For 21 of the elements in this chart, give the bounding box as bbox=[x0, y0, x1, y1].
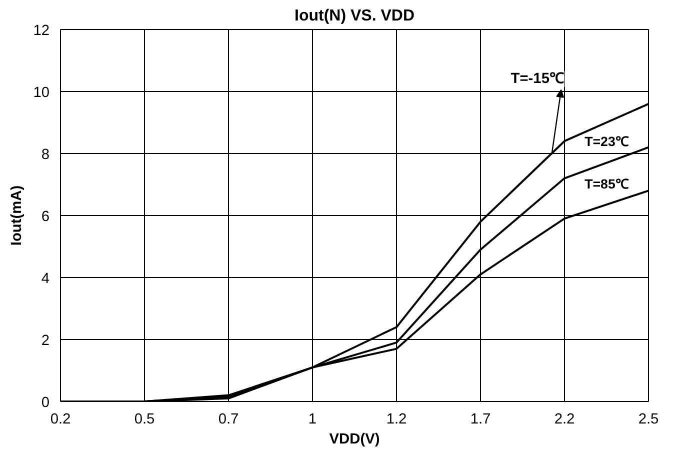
x-tick-label: 1.7 bbox=[470, 412, 491, 428]
chart-title: Iout(N) VS. VDD bbox=[294, 8, 415, 24]
y-tick-label: 0 bbox=[41, 395, 50, 411]
x-tick-label: 1.2 bbox=[386, 412, 407, 428]
series-label: T=23℃ bbox=[584, 134, 630, 150]
series-label: T=85℃ bbox=[584, 176, 630, 192]
x-tick-label: 0.5 bbox=[134, 412, 155, 428]
x-axis-title: VDD(V) bbox=[329, 432, 380, 448]
y-tick-label: 8 bbox=[41, 147, 50, 163]
x-tick-label: 0.7 bbox=[218, 412, 239, 428]
y-tick-label: 4 bbox=[41, 271, 50, 287]
x-tick-label: 0.2 bbox=[50, 412, 71, 428]
y-tick-label: 2 bbox=[41, 333, 50, 349]
y-tick-label: 12 bbox=[33, 23, 50, 39]
x-tick-label: 1 bbox=[308, 412, 317, 428]
text: T=-15℃ bbox=[510, 71, 564, 88]
y-tick-label: 10 bbox=[33, 85, 50, 101]
y-axis-title: Iout(mA) bbox=[9, 185, 26, 246]
x-tick-label: 2.2 bbox=[554, 412, 575, 428]
y-tick-label: 6 bbox=[41, 209, 50, 225]
x-tick-label: 2.5 bbox=[638, 412, 659, 428]
